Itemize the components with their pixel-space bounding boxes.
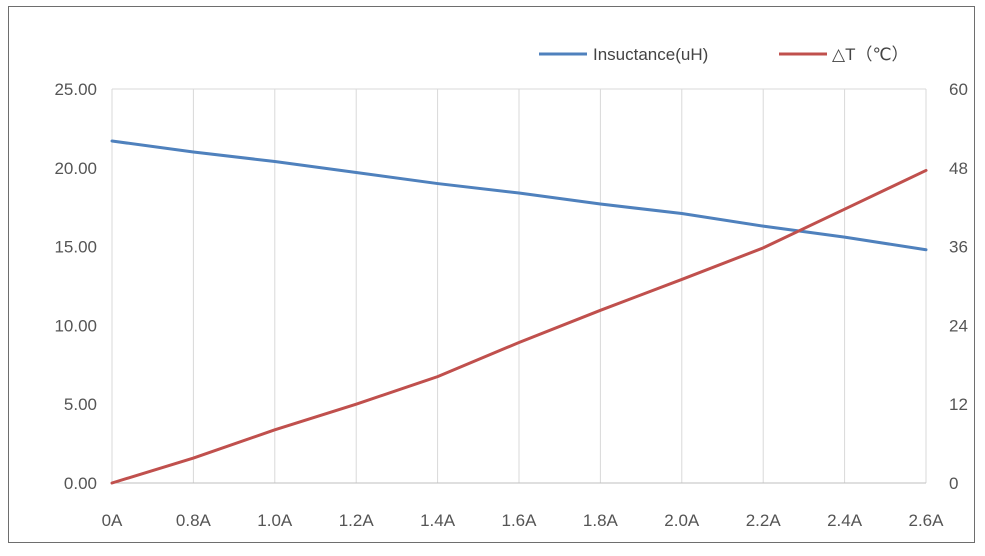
legend-label-delta-t: △T（℃） bbox=[832, 45, 909, 64]
y-left-tick-label: 20.00 bbox=[54, 159, 97, 178]
x-tick-label: 1.2A bbox=[339, 511, 375, 530]
legend-label-insuctance: Insuctance(uH) bbox=[593, 45, 708, 64]
y-right-tick-label: 0 bbox=[949, 474, 958, 493]
x-axis-ticks: 0A 0.8A 1.0A 1.2A 1.4A 1.6A 1.8A 2.0A 2.2A 2.4A 2.… bbox=[102, 511, 945, 530]
series-lines bbox=[110, 139, 928, 485]
x-tick-label: 2.6A bbox=[909, 511, 945, 530]
y-left-tick-label: 10.00 bbox=[54, 316, 97, 335]
y-right-tick-label: 48 bbox=[949, 159, 968, 178]
series-line-delta-t bbox=[110, 168, 928, 485]
x-tick-label: 2.2A bbox=[746, 511, 782, 530]
y-left-tick-label: 15.00 bbox=[54, 238, 97, 257]
x-tick-label: 2.4A bbox=[827, 511, 863, 530]
legend: Insuctance(uH) △T（℃） bbox=[539, 45, 909, 64]
x-tick-label: 1.8A bbox=[583, 511, 619, 530]
series-line-insuctance bbox=[110, 139, 928, 252]
dual-axis-line-chart: 0.00 5.00 10.00 15.00 20.00 25.00 0 12 24 36 48 60… bbox=[54, 45, 968, 530]
x-tick-label: 0A bbox=[102, 511, 123, 530]
y-right-tick-label: 24 bbox=[949, 316, 968, 335]
x-tick-label: 1.6A bbox=[502, 511, 538, 530]
x-tick-label: 0.8A bbox=[176, 511, 212, 530]
gridlines bbox=[111, 88, 927, 483]
y-right-tick-label: 36 bbox=[949, 238, 968, 257]
left-axis-ticks: 0.00 5.00 10.00 15.00 20.00 25.00 bbox=[54, 80, 97, 493]
y-right-tick-label: 60 bbox=[949, 80, 968, 99]
y-left-tick-label: 5.00 bbox=[64, 395, 97, 414]
y-left-tick-label: 25.00 bbox=[54, 80, 97, 99]
y-left-tick-label: 0.00 bbox=[64, 474, 97, 493]
x-tick-label: 2.0A bbox=[664, 511, 700, 530]
right-axis-ticks: 0 12 24 36 48 60 bbox=[949, 80, 968, 493]
x-tick-label: 1.4A bbox=[420, 511, 456, 530]
y-right-tick-label: 12 bbox=[949, 395, 968, 414]
x-tick-label: 1.0A bbox=[257, 511, 293, 530]
chart-frame: 0.00 5.00 10.00 15.00 20.00 25.00 0 12 24 36 48 60… bbox=[8, 6, 975, 543]
